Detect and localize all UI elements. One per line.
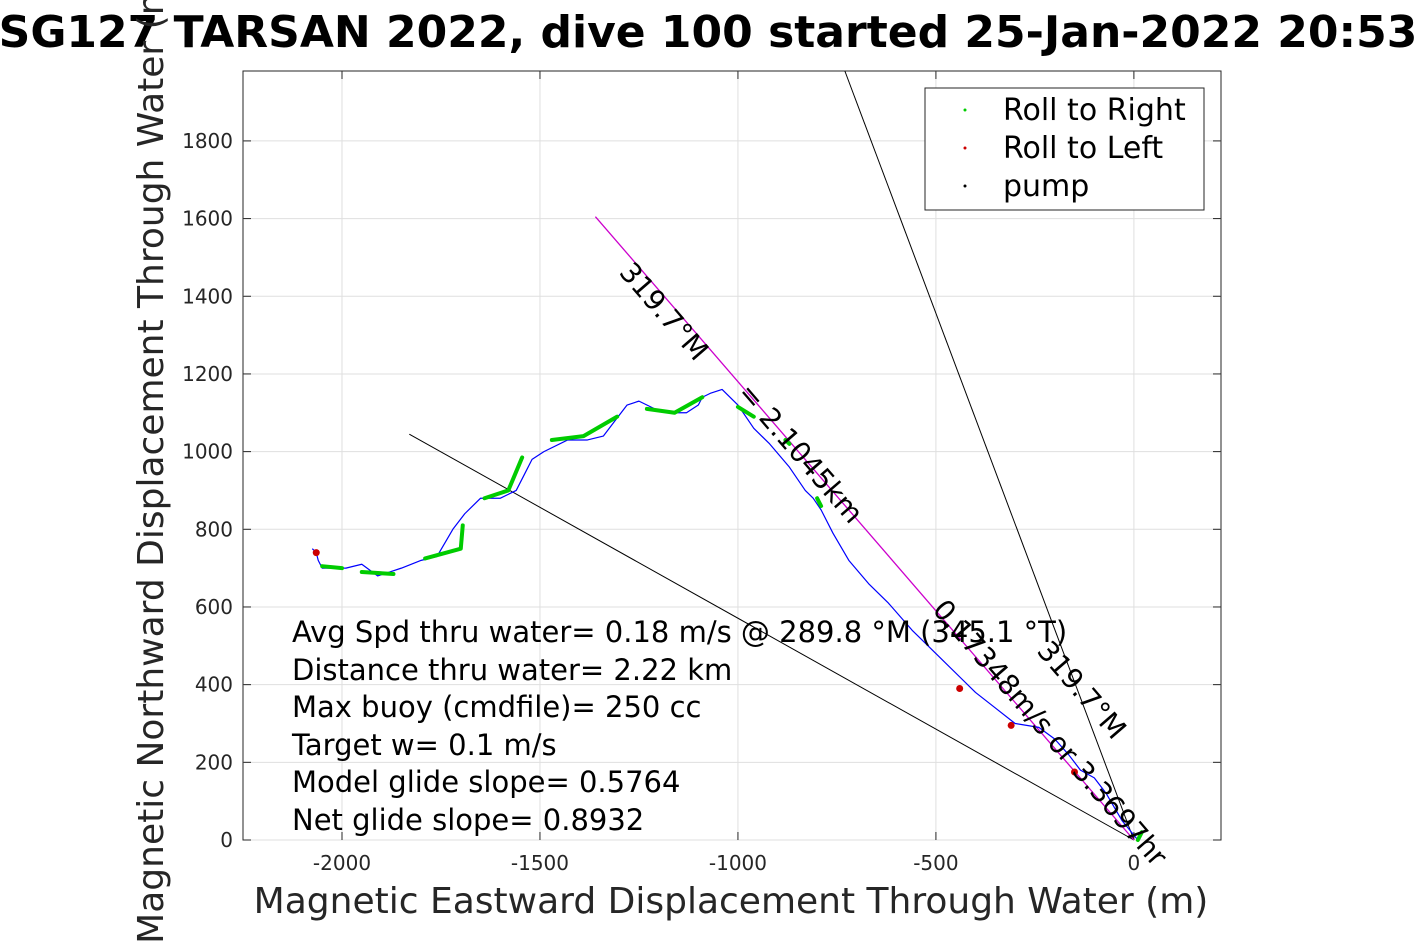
roll-right-segment <box>815 496 824 508</box>
x-tick-label: 0 <box>1128 851 1141 875</box>
roll-right-segment <box>783 437 792 446</box>
y-tick-label: 1800 <box>182 129 233 153</box>
stat-distance: Distance thru water= 2.22 km <box>292 653 732 687</box>
legend-box <box>924 87 1205 211</box>
roll-right-series <box>320 395 1144 842</box>
stat-avg-speed: Avg Spd thru water= 0.18 m/s @ 289.8 °M … <box>292 615 1067 649</box>
heading-line <box>594 216 1135 841</box>
roll-right-segment <box>1135 830 1144 842</box>
y-tick-label: 400 <box>195 673 233 697</box>
x-axis-label: Magnetic Eastward Displacement Through W… <box>254 881 1209 922</box>
stat-max-buoy: Max buoy (cmdfile)= 250 cc <box>292 690 701 724</box>
x-tick-label: -1000 <box>709 851 767 875</box>
y-tick-label: 600 <box>195 595 233 619</box>
y-tick-label: 1000 <box>182 440 233 464</box>
y-tick-label: 800 <box>195 517 233 541</box>
roll-left-point <box>956 685 964 693</box>
bound-line <box>844 70 1135 841</box>
glider-track <box>311 388 1139 841</box>
x-tick-label: -500 <box>913 851 958 875</box>
stat-target-w: Target w= 0.1 m/s <box>291 728 557 762</box>
roll-right-segment <box>482 455 525 501</box>
y-tick-label: 0 <box>220 828 233 852</box>
stats-block: Avg Spd thru water= 0.18 m/s @ 289.8 °M … <box>291 615 1067 837</box>
y-tick-labels: 0 200 400 600 800 1000 1200 1400 1600 1800 <box>182 129 233 852</box>
x-tick-labels: -2000 -1500 -1000 -500 0 <box>313 851 1140 875</box>
stat-model-glide: Model glide slope= 0.5764 <box>292 765 680 799</box>
y-axis-label: Magnetic Northward Displacement Through … <box>131 0 172 944</box>
stat-net-glide: Net glide slope= 0.8932 <box>292 803 644 837</box>
reference-lines <box>409 70 1135 841</box>
chart-title: SG127 TARSAN 2022, dive 100 started 25-J… <box>0 7 1417 58</box>
bound-line <box>409 433 1135 841</box>
y-tick-label: 1200 <box>182 362 233 386</box>
roll-right-segment <box>549 414 620 442</box>
roll-left-point <box>1007 721 1015 729</box>
y-tick-label: 1600 <box>182 207 233 231</box>
y-tick-label: 1400 <box>182 284 233 308</box>
legend-label: Roll to Right <box>1003 93 1186 128</box>
legend-marker <box>963 184 967 188</box>
roll-left-point <box>312 549 320 557</box>
track <box>311 388 1139 841</box>
roll-right-segment <box>644 395 705 415</box>
legend-marker <box>963 146 967 150</box>
grid <box>243 71 1221 841</box>
roll-right-segment <box>359 570 396 576</box>
y-tick-label: 200 <box>195 750 233 774</box>
roll-left-series <box>312 549 1078 776</box>
legend-marker <box>963 108 967 112</box>
roll-right-segment <box>423 523 465 561</box>
roll-right-segment <box>735 404 756 419</box>
x-tick-label: -1500 <box>511 851 569 875</box>
roll-left-point <box>1070 768 1078 776</box>
legend-label: Roll to Left <box>1003 131 1163 166</box>
x-tick-label: -2000 <box>313 851 371 875</box>
legend-label: pump <box>1003 169 1089 204</box>
roll-right-segment <box>320 564 344 571</box>
